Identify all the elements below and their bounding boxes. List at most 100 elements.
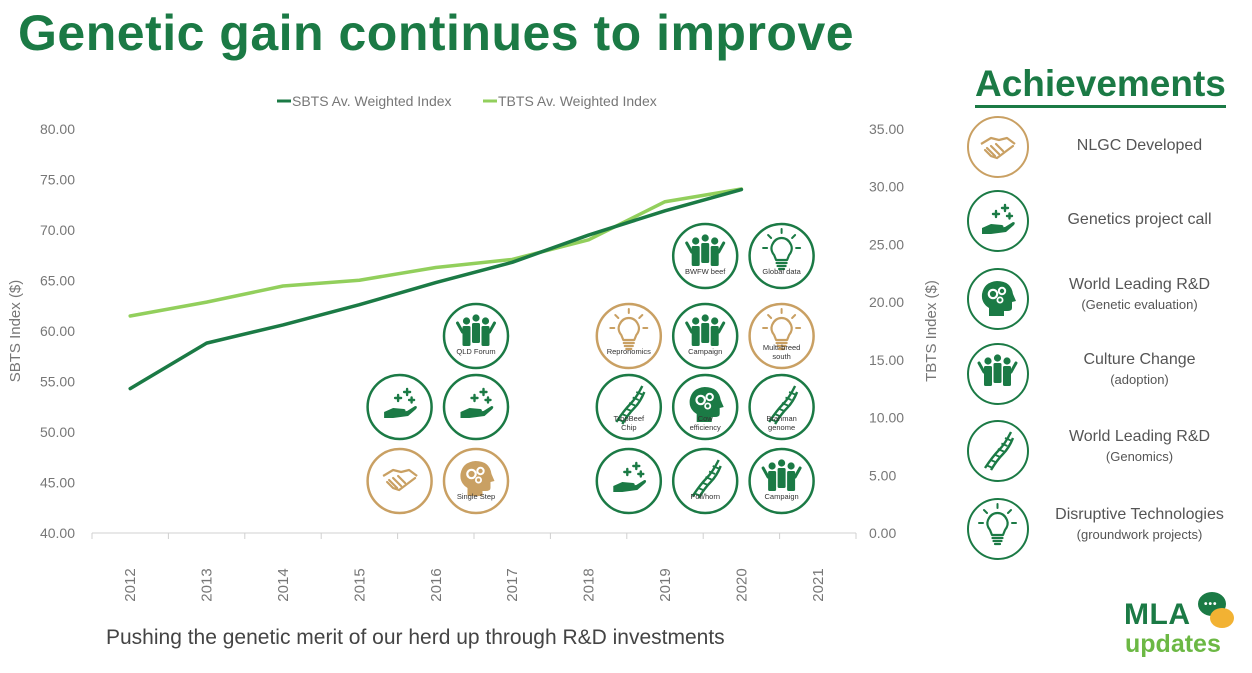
- data-point: [434, 281, 437, 284]
- y-right-tick-label: 30.00: [869, 179, 904, 195]
- achievement-label: NLGC Developed: [1037, 135, 1242, 156]
- y-right-axis-label: TBTS Index ($): [923, 280, 940, 382]
- y-right-tick-label: 25.00: [869, 236, 904, 252]
- achievement-label-main: Genetics project call: [1067, 211, 1212, 228]
- data-point: [434, 266, 437, 269]
- y-left-axis-label: SBTS Index ($): [7, 280, 24, 383]
- achievement-item: World Leading R&D (Genomics): [967, 420, 1247, 490]
- y-right-tick-label: 20.00: [869, 294, 904, 310]
- x-tick-label: 2019: [657, 568, 674, 601]
- annotation-label: QLD Forum: [456, 347, 495, 356]
- data-point: [205, 341, 208, 345]
- people-icon: QLD Forum: [442, 302, 510, 370]
- hand-sparkle-icon: [967, 190, 1029, 252]
- annotation-label: Cow: [698, 414, 714, 423]
- achievement-label: Culture Change (adoption): [1037, 349, 1242, 389]
- annotation-label: south: [772, 352, 790, 361]
- data-point: [511, 258, 514, 261]
- annotation-label: BWFW beef: [685, 267, 726, 276]
- x-tick-label: 2013: [199, 568, 216, 601]
- y-left-tick-label: 50.00: [40, 424, 75, 440]
- y-right-tick-label: 35.00: [869, 121, 904, 137]
- annotation-label: Campaign: [688, 347, 722, 356]
- data-point: [587, 233, 590, 237]
- data-point: [740, 188, 743, 191]
- annotation-label: efficiency: [690, 423, 721, 432]
- achievement-label-main: Disruptive Technologies: [1055, 506, 1224, 523]
- achievement-label: Genetics project call: [1037, 209, 1242, 230]
- achievement-label-main: NLGC Developed: [1076, 137, 1203, 154]
- achievement-item: Culture Change (adoption): [967, 343, 1247, 413]
- data-point: [587, 238, 590, 242]
- data-point: [205, 300, 208, 304]
- data-point: [358, 279, 361, 282]
- x-tick-label: 2020: [733, 568, 750, 601]
- y-left-tick-label: 55.00: [40, 374, 75, 390]
- data-point: [281, 284, 285, 288]
- people-icon: BWFW beef: [671, 222, 739, 290]
- x-tick-label: 2021: [810, 568, 827, 601]
- x-tick-label: 2016: [428, 568, 445, 601]
- handshake-icon: [366, 447, 433, 515]
- y-left-tick-label: 45.00: [40, 475, 75, 491]
- achievements-title: Achievements: [975, 64, 1226, 108]
- dna-icon: [967, 420, 1029, 482]
- y-left-tick-label: 70.00: [40, 222, 75, 238]
- hand-sparkle-icon: [442, 373, 510, 441]
- people-icon: Campaign: [748, 447, 815, 515]
- achievement-label-sub: (Genetic evaluation): [1081, 297, 1198, 312]
- annotation-label: genome: [768, 423, 795, 432]
- data-point: [663, 200, 667, 203]
- y-left-tick-label: 60.00: [40, 323, 75, 339]
- annotation-label: Brahman: [766, 414, 796, 423]
- y-right-tick-label: 15.00: [869, 352, 904, 368]
- annotation-label: Global data: [762, 267, 801, 276]
- page-title: Genetic gain continues to improve: [18, 5, 855, 61]
- y-right-tick-label: 5.00: [869, 467, 896, 483]
- dna-icon: Poll/horn: [671, 447, 739, 515]
- data-point: [281, 323, 285, 327]
- logo-brand: MLA: [1124, 598, 1191, 631]
- y-left-tick-label: 65.00: [40, 273, 75, 289]
- people-icon: [967, 343, 1029, 405]
- series-line: [128, 187, 744, 318]
- annotation-label: Poll/horn: [690, 492, 720, 501]
- y-left-tick-label: 40.00: [40, 525, 75, 541]
- annotation-label: Repronomics: [607, 347, 651, 356]
- achievement-label-main: Culture Change: [1083, 351, 1196, 368]
- data-point: [129, 387, 132, 390]
- x-tick-label: 2012: [122, 568, 139, 601]
- annotation-label: Multi-breed: [763, 343, 801, 352]
- data-point: [358, 303, 361, 306]
- achievement-item: Genetics project call: [967, 190, 1247, 260]
- achievement-item: World Leading R&D (Genetic evaluation): [967, 268, 1247, 338]
- annotation-label: TropBeef: [614, 414, 645, 423]
- chat-dots: •••: [1204, 599, 1218, 610]
- x-tick-label: 2014: [275, 568, 292, 601]
- y-right-tick-label: 0.00: [869, 525, 896, 541]
- achievement-label: World Leading R&D (Genetic evaluation): [1037, 274, 1242, 314]
- x-tick-label: 2015: [351, 568, 368, 601]
- achievement-item: Disruptive Technologies (groundwork proje…: [967, 498, 1247, 568]
- achievement-label: Disruptive Technologies (groundwork proje…: [1037, 504, 1242, 544]
- y-left-tick-label: 75.00: [40, 172, 75, 188]
- legend-label: SBTS Av. Weighted Index: [292, 93, 452, 109]
- footer-caption: Pushing the genetic merit of our herd up…: [106, 626, 725, 649]
- line-chart: 40.00 45.00 50.00 55.00 60.00 65.00 70.00 75.00…: [7, 93, 940, 602]
- annotation-label: Campaign: [765, 492, 799, 501]
- achievement-label-sub: (Genomics): [1105, 449, 1174, 464]
- legend-label: TBTS Av. Weighted Index: [498, 93, 657, 109]
- annotation-label: Single Step: [457, 492, 495, 501]
- y-left-tick-label: 80.00: [40, 121, 75, 137]
- mla-updates-logo: ••• MLA updates: [1124, 592, 1244, 662]
- people-icon: Campaign: [671, 302, 739, 370]
- achievement-label-main: World Leading R&D: [1068, 276, 1211, 293]
- hand-sparkle-icon: [595, 447, 663, 515]
- annotation-label: Chip: [621, 423, 636, 432]
- y-right-tick-label: 10.00: [869, 410, 904, 426]
- x-tick-label: 2018: [581, 568, 598, 601]
- handshake-icon: [967, 116, 1029, 178]
